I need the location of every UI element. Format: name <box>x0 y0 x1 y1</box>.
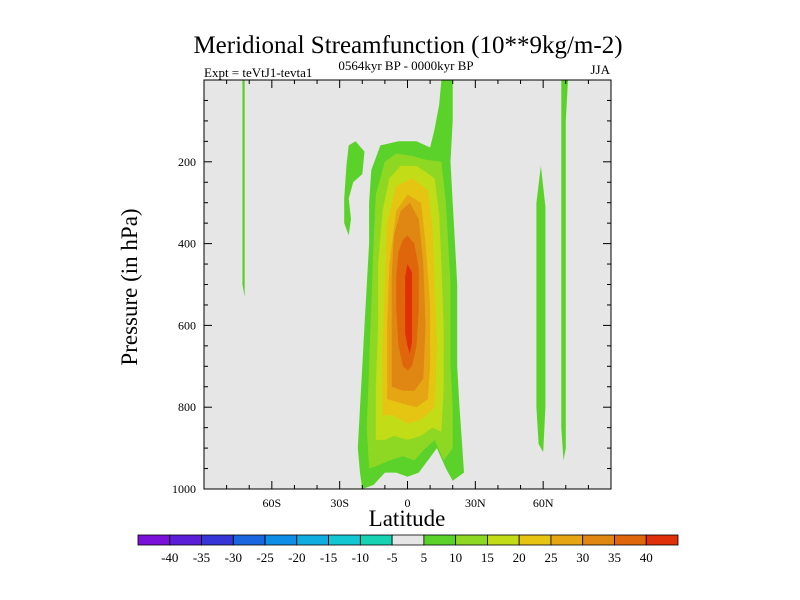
y-tick-label-2: 600 <box>178 318 196 332</box>
axis-ticks <box>204 80 611 490</box>
x-axis-label: Latitude <box>369 506 446 531</box>
contour-region-5-4 <box>561 80 568 461</box>
colorbar-box-11 <box>487 534 520 546</box>
colorbar-box-3 <box>232 534 266 546</box>
y-tick-label-1: 400 <box>178 237 196 251</box>
contour-region-40-11 <box>405 264 412 354</box>
colorbar-label-3: -25 <box>256 550 273 565</box>
colorbar-label-5: -15 <box>320 550 337 565</box>
period-label: 0564kyr BP - 0000kyr BP <box>338 58 473 73</box>
colorbar-label-6: -10 <box>352 550 369 565</box>
x-tick-label-4: 60N <box>533 496 554 510</box>
contour-region-5-3 <box>536 165 546 453</box>
colorbar-box-13 <box>550 534 584 546</box>
x-tick-label-1: 30S <box>330 496 349 510</box>
colorbar: -40 -35 -30 -25 -20 -15 -10 -5 5 10 15 20 25 30 35 40 <box>137 534 679 565</box>
colorbar-label-14: 35 <box>608 550 621 565</box>
x-tick-label-2: 0 <box>405 496 411 510</box>
colorbar-box-7 <box>359 534 393 546</box>
colorbar-label-10: 15 <box>481 550 494 565</box>
y-axis-label: Pressure (in hPa) <box>117 208 142 365</box>
colorbar-label-0: -40 <box>161 550 178 565</box>
colorbar-box-6 <box>328 534 361 546</box>
season-label: JJA <box>590 62 610 77</box>
colorbar-label-13: 30 <box>576 550 589 565</box>
colorbar-box-15 <box>614 534 647 546</box>
colorbar-label-7: -5 <box>387 550 398 565</box>
y-tick-label-3: 800 <box>178 400 196 414</box>
colorbar-box-0 <box>137 534 171 546</box>
plot-area: 60S 30S 0 30N 60N 200 400 600 800 1000 <box>172 79 612 510</box>
colorbar-box-14 <box>582 534 615 546</box>
colorbar-box-2 <box>201 534 234 546</box>
colorbar-box-1 <box>169 534 202 546</box>
contour-region-5-1 <box>344 141 365 236</box>
contour-fill-layer <box>242 80 568 489</box>
colorbar-label-11: 20 <box>513 550 526 565</box>
colorbar-label-8: 5 <box>421 550 428 565</box>
colorbar-box-4 <box>264 534 298 546</box>
colorbar-label-12: 25 <box>544 550 557 565</box>
colorbar-box-5 <box>296 534 329 546</box>
colorbar-label-4: -20 <box>288 550 305 565</box>
colorbar-box-16 <box>645 534 679 546</box>
colorbar-box-9 <box>423 534 457 546</box>
colorbar-box-8 <box>391 534 425 546</box>
colorbar-label-9: 10 <box>449 550 462 565</box>
chart-title: Meridional Streamfunction (10**9kg/m-2) <box>193 32 622 59</box>
colorbar-label-15: 40 <box>640 550 653 565</box>
axis-tick-labels: 60S 30S 0 30N 60N 200 400 600 800 1000 <box>172 155 554 510</box>
colorbar-label-1: -35 <box>193 550 210 565</box>
colorbar-label-2: -30 <box>225 550 242 565</box>
colorbar-box-12 <box>518 534 552 546</box>
contour-region-5-2 <box>242 80 245 297</box>
experiment-label: Expt = teVtJ1-tevta1 <box>204 65 312 80</box>
y-tick-label-0: 200 <box>178 155 196 169</box>
y-tick-label-4: 1000 <box>172 482 196 496</box>
x-tick-label-0: 60S <box>262 496 281 510</box>
colorbar-box-10 <box>455 534 488 546</box>
x-tick-label-3: 30N <box>465 496 486 510</box>
